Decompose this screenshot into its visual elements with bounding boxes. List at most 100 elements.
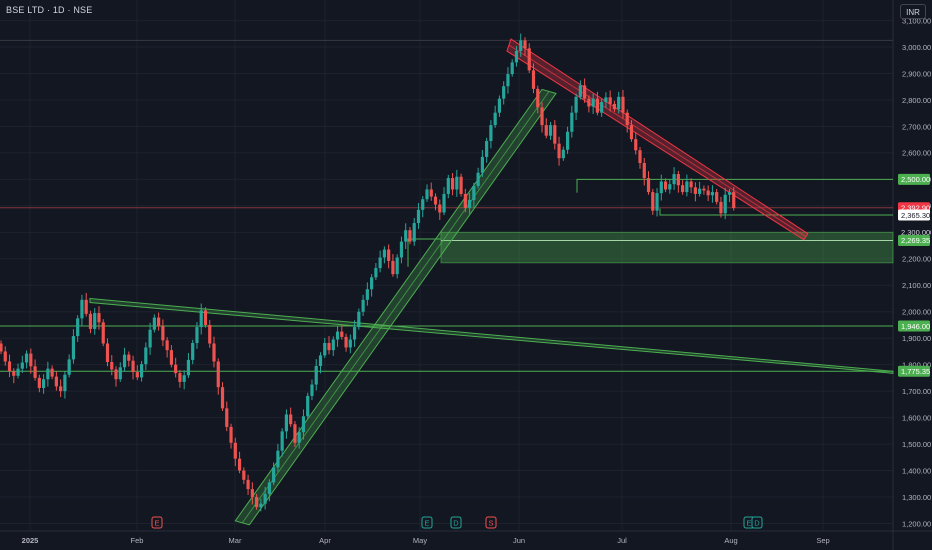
candle-bull <box>16 368 20 376</box>
price-axis-label: 1,200.00 <box>902 519 931 528</box>
event-marker[interactable]: E <box>421 516 433 529</box>
price-label-text: 2,500.00 <box>901 175 930 184</box>
candle-bull <box>46 368 50 380</box>
candle-bear <box>110 362 114 370</box>
candle-bull <box>485 141 489 157</box>
candle-bear <box>169 350 173 365</box>
candle-bear <box>242 470 246 480</box>
candle-bull <box>71 336 76 360</box>
event-marker[interactable]: D <box>751 516 763 529</box>
candle-bear <box>663 181 668 190</box>
price-axis-label: 1,600.00 <box>902 413 931 422</box>
candle-bull <box>548 125 553 136</box>
price-axis-label: 2,900.00 <box>902 69 931 78</box>
event-marker[interactable]: D <box>450 516 462 529</box>
event-marker-label: D <box>453 519 459 528</box>
candle-bull <box>272 467 276 483</box>
time-axis-label: May <box>413 536 427 545</box>
candle-bear <box>719 201 723 214</box>
price-label-text: 2,269.35 <box>901 236 930 245</box>
price-axis-label: 2,600.00 <box>902 149 931 158</box>
candle-bull <box>672 174 676 185</box>
price-axis[interactable]: 1,200.00 1,300.00 1,400.00 1,500.00 1,600.00… <box>902 16 931 528</box>
candle-bull <box>267 482 271 494</box>
candle-bear <box>101 322 105 344</box>
candle-bear <box>544 125 548 136</box>
candle-bear <box>165 340 169 351</box>
candle-bear <box>229 426 233 443</box>
candle-bear <box>676 174 680 186</box>
candle-bear <box>105 343 110 363</box>
candle-bull <box>404 230 408 242</box>
event-marker-badge[interactable] <box>751 516 763 529</box>
candle-bull <box>476 172 480 187</box>
candle-bear <box>344 336 348 348</box>
candle-bull <box>20 362 24 369</box>
candle-bull <box>280 431 284 451</box>
candle-bull <box>710 192 715 196</box>
candle-bull <box>361 299 365 312</box>
price-axis-label: 2,100.00 <box>902 281 931 290</box>
candle-bear <box>642 162 646 179</box>
time-axis[interactable]: 2025 Feb Mar Apr May Jun Jul Aug Sep <box>0 530 932 545</box>
candle-bull <box>412 223 416 242</box>
price-axis-labels: 2,500.00 2,392.902,365.30 2,300.002,269.35… <box>898 173 930 377</box>
candle-bear <box>450 178 455 190</box>
event-marker-badge[interactable] <box>151 516 163 529</box>
chart-drawings[interactable] <box>0 38 894 526</box>
symbol-title: BSE LTD · 1D · NSE <box>6 5 93 15</box>
candle-bull <box>139 364 144 378</box>
candle-bull <box>723 194 727 214</box>
candle-bull <box>370 277 374 290</box>
candle-bear <box>629 125 634 140</box>
candle-bull <box>357 311 361 328</box>
candle-bear <box>391 260 395 275</box>
price-axis-label: 2,000.00 <box>902 308 931 317</box>
candle-bull <box>263 493 267 504</box>
candle-bull <box>565 131 570 150</box>
long-trendline[interactable] <box>89 297 894 374</box>
event-marker-badge[interactable] <box>485 516 497 529</box>
candle-bear <box>289 414 293 425</box>
candle-bear <box>50 368 54 377</box>
candle-bear <box>12 371 16 376</box>
demand-zone[interactable] <box>440 231 894 264</box>
time-axis-label: Sep <box>816 536 829 545</box>
candle-bull <box>685 181 689 193</box>
candle-bull <box>152 317 156 330</box>
time-axis-label: Feb <box>131 536 144 545</box>
candle-bear <box>625 112 629 126</box>
candle-bear <box>531 70 536 89</box>
event-marker-label: D <box>754 519 760 528</box>
currency-selector[interactable]: INR <box>900 4 926 19</box>
price-label-text: 1,946.00 <box>901 322 930 331</box>
candle-bear <box>131 360 135 373</box>
level-line-2365[interactable] <box>659 208 893 216</box>
candle-bear <box>587 98 591 107</box>
candle-bear <box>157 317 161 327</box>
event-marker-badge[interactable] <box>450 516 462 529</box>
event-marker[interactable]: E <box>151 516 163 529</box>
candle-bull <box>314 366 318 385</box>
candle-bull <box>472 186 476 201</box>
candle-bear <box>527 48 531 71</box>
candle-bull <box>519 40 523 52</box>
candle-bull <box>335 331 340 340</box>
candle-bear <box>293 424 297 443</box>
candle-bull <box>63 374 67 392</box>
candle-bear <box>681 185 685 193</box>
candle-bear <box>246 479 250 490</box>
level-line-2500[interactable] <box>576 178 893 193</box>
candle-bull <box>365 289 369 300</box>
candle-bull <box>727 192 732 195</box>
price-axis-label: 1,900.00 <box>902 334 931 343</box>
event-marker[interactable]: S <box>485 516 497 529</box>
price-axis-label: 2,800.00 <box>902 96 931 105</box>
candle-bear <box>114 369 118 380</box>
event-marker-badge[interactable] <box>421 516 433 529</box>
candle-bull <box>416 209 421 224</box>
zone-origin-line[interactable] <box>407 238 441 267</box>
